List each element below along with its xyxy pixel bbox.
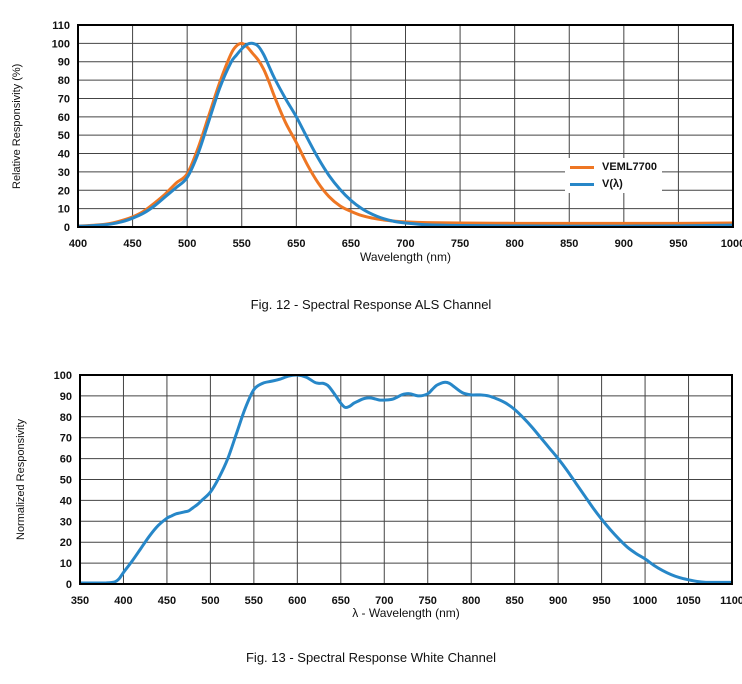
y-tick-label: 0 bbox=[66, 579, 72, 591]
x-tick-label: 1050 bbox=[676, 595, 700, 607]
curve-white-channel bbox=[79, 374, 733, 585]
y-axis-tick-labels: 0 10 20 30 40 50 60 70 80 90 100 bbox=[54, 370, 72, 591]
white-y-axis-title: Normalized Responsivity bbox=[15, 418, 27, 541]
x-tick-label: 900 bbox=[615, 238, 633, 250]
y-tick-label: 90 bbox=[60, 391, 72, 403]
x-tick-label: 550 bbox=[245, 595, 263, 607]
x-tick-label: 450 bbox=[158, 595, 176, 607]
y-tick-label: 40 bbox=[60, 495, 72, 507]
x-tick-label: 450 bbox=[123, 238, 141, 250]
x-tick-label: 850 bbox=[505, 595, 523, 607]
x-tick-label: 400 bbox=[114, 595, 132, 607]
curve-v- bbox=[77, 41, 734, 228]
y-tick-label: 30 bbox=[58, 167, 70, 179]
vlambda-line-swatch bbox=[570, 182, 594, 186]
veml7700-legend-label: VEML7700 bbox=[602, 161, 658, 173]
als-chart-canvas: 400 450 500 550 650 650 700 750 800 850 900 950 100 0… bbox=[52, 20, 742, 250]
x-tick-label: 600 bbox=[288, 595, 306, 607]
y-tick-label: 80 bbox=[60, 412, 72, 424]
y-tick-label: 70 bbox=[60, 433, 72, 445]
x-tick-label: 500 bbox=[178, 238, 196, 250]
x-tick-label: 1000 bbox=[721, 238, 742, 250]
x-tick-label: 550 bbox=[233, 238, 251, 250]
y-tick-label: 50 bbox=[58, 130, 70, 142]
x-tick-label: 800 bbox=[505, 238, 523, 250]
x-tick-label: 400 bbox=[69, 238, 87, 250]
x-tick-label: 700 bbox=[396, 238, 414, 250]
x-tick-label: 500 bbox=[201, 595, 219, 607]
grid-lines bbox=[77, 24, 734, 228]
legend-item-vlambda: V(λ) bbox=[570, 177, 657, 191]
als-legend: VEML7700 V(λ) bbox=[565, 158, 663, 193]
x-tick-label: 1000 bbox=[633, 595, 657, 607]
y-tick-label: 40 bbox=[58, 149, 70, 161]
veml7700-line-swatch bbox=[570, 165, 594, 169]
y-tick-label: 100 bbox=[54, 370, 72, 382]
y-tick-label: 50 bbox=[60, 475, 72, 487]
x-tick-label: 650 bbox=[287, 238, 305, 250]
y-tick-label: 100 bbox=[52, 38, 70, 50]
x-tick-label: 650 bbox=[332, 595, 350, 607]
y-tick-label: 20 bbox=[60, 537, 72, 549]
y-tick-label: 70 bbox=[58, 93, 70, 105]
y-tick-label: 0 bbox=[64, 222, 70, 234]
plot-border bbox=[77, 24, 734, 228]
x-tick-label: 700 bbox=[375, 595, 393, 607]
als-caption: Fig. 12 - Spectral Response ALS Channel bbox=[250, 297, 492, 312]
vlambda-legend-label: V(λ) bbox=[602, 178, 623, 190]
als-y-axis-title: Relative Responsivity (%) bbox=[11, 63, 23, 189]
y-tick-label: 10 bbox=[60, 558, 72, 570]
x-axis-tick-labels: 350 400 450 500 550 600 650 700 750 800 850 900 950 1… bbox=[71, 595, 742, 607]
y-tick-label: 110 bbox=[52, 20, 70, 32]
x-tick-label: 950 bbox=[592, 595, 610, 607]
x-tick-label: 850 bbox=[560, 238, 578, 250]
y-tick-label: 30 bbox=[60, 516, 72, 528]
x-tick-label: 950 bbox=[669, 238, 687, 250]
x-tick-label: 650 bbox=[342, 238, 360, 250]
y-tick-label: 60 bbox=[58, 112, 70, 124]
y-tick-label: 20 bbox=[58, 185, 70, 197]
y-axis-tick-labels: 0 10 20 30 40 50 60 70 80 90 100 110 bbox=[52, 20, 70, 234]
white-x-axis-title: λ - Wavelength (nm) bbox=[352, 606, 460, 620]
als-x-axis-title: Wavelength (nm) bbox=[360, 250, 451, 264]
y-tick-label: 60 bbox=[60, 454, 72, 466]
plot-border bbox=[79, 374, 733, 585]
x-tick-label: 350 bbox=[71, 595, 89, 607]
y-tick-label: 90 bbox=[58, 57, 70, 69]
x-tick-label: 750 bbox=[419, 595, 437, 607]
y-tick-label: 10 bbox=[58, 204, 70, 216]
x-tick-label: 1100 bbox=[720, 595, 742, 607]
legend-item-veml7700: VEML7700 bbox=[570, 160, 657, 174]
x-tick-label: 900 bbox=[549, 595, 567, 607]
white-caption: Fig. 13 - Spectral Response White Channe… bbox=[245, 650, 496, 665]
x-axis-tick-labels: 400 450 500 550 650 650 700 750 800 850 900 950 1000 bbox=[69, 238, 742, 250]
y-tick-label: 80 bbox=[58, 75, 70, 87]
white-chart-canvas: 350 400 450 500 550 600 650 700 750 800 850 900 950 1… bbox=[54, 370, 742, 607]
x-tick-label: 750 bbox=[451, 238, 469, 250]
x-tick-label: 800 bbox=[462, 595, 480, 607]
